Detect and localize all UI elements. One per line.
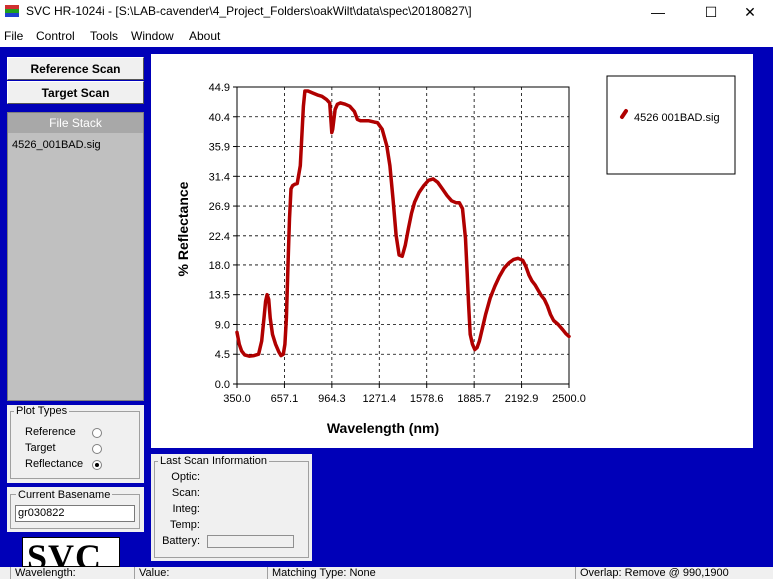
y-tick-label: 18.0 xyxy=(209,260,230,272)
minimize-button[interactable]: — xyxy=(635,0,681,24)
legend-entry: 4526 001BAD.sig xyxy=(634,112,720,124)
plot-type-target-label: Target xyxy=(25,442,56,454)
y-tick-label: 31.4 xyxy=(209,171,230,183)
y-tick-label: 40.4 xyxy=(209,112,230,124)
legend-box xyxy=(606,75,736,175)
plot-type-reflectance-label: Reflectance xyxy=(25,458,84,470)
maximize-button[interactable]: ☐ xyxy=(688,0,734,24)
status-value: Value: xyxy=(134,567,267,579)
y-axis-label: % Reflectance xyxy=(175,181,191,276)
chart-panel: 350.0 657.1 964.3 1271.4 1578.6 1885.7 2192.9 2… xyxy=(151,54,753,448)
basename-panel: Current Basename gr030822 xyxy=(7,487,144,532)
y-tick-label: 4.5 xyxy=(215,349,230,361)
plot-types-panel: Plot Types Reference Target Reflectance xyxy=(7,405,144,483)
battery-label: Battery: xyxy=(162,535,200,547)
x-tick-label: 964.3 xyxy=(318,393,346,405)
x-tick-label: 657.1 xyxy=(271,393,299,405)
y-tick-label: 26.9 xyxy=(209,201,230,213)
last-scan-label: Last Scan Information xyxy=(158,455,270,467)
x-tick-label: 1271.4 xyxy=(362,393,396,405)
plot-type-reflectance-radio[interactable] xyxy=(92,460,102,470)
minimize-icon: — xyxy=(651,4,665,20)
y-tick-label: 9.0 xyxy=(215,319,230,331)
file-stack-header: File Stack xyxy=(8,113,143,133)
scan-label: Scan: xyxy=(171,487,200,499)
target-scan-button[interactable]: Target Scan xyxy=(7,81,144,104)
svc-logo-text: SVC xyxy=(27,537,103,567)
basename-label: Current Basename xyxy=(16,489,113,501)
y-tick-label: 35.9 xyxy=(209,142,230,154)
y-tick-label: 0.0 xyxy=(215,379,230,391)
menu-window[interactable]: Window xyxy=(131,29,174,43)
x-tick-label: 2192.9 xyxy=(505,393,539,405)
svc-logo: SVC xyxy=(22,537,120,567)
status-overlap: Overlap: Remove @ 990,1900 xyxy=(575,567,773,579)
temp-label: Temp: xyxy=(170,519,200,531)
x-axis-label: Wavelength (nm) xyxy=(327,420,439,436)
status-bar xyxy=(0,567,773,579)
status-matching-type: Matching Type: None xyxy=(267,567,575,579)
status-wavelength: Wavelength: xyxy=(10,567,134,579)
reflectance-chart: 350.0 657.1 964.3 1271.4 1578.6 1885.7 2192.9 2… xyxy=(175,75,736,436)
plot-type-reference-radio[interactable] xyxy=(92,428,102,438)
legend-swatch xyxy=(620,109,628,119)
reference-scan-button[interactable]: Reference Scan xyxy=(7,57,144,80)
plot-type-target-radio[interactable] xyxy=(92,444,102,454)
x-tick-label: 350.0 xyxy=(223,393,251,405)
file-stack-item[interactable]: 4526_001BAD.sig xyxy=(12,139,101,151)
y-tick-label: 44.9 xyxy=(209,82,230,94)
menu-tools[interactable]: Tools xyxy=(90,29,119,43)
plot-types-label: Plot Types xyxy=(14,405,70,417)
battery-meter xyxy=(207,535,294,548)
plot-types-group xyxy=(10,411,140,479)
close-icon: ✕ xyxy=(744,3,756,20)
y-tick-label: 13.5 xyxy=(209,290,230,302)
window-title: SVC HR-1024i - [S:\LAB-cavender\4_Projec… xyxy=(26,4,472,18)
menu-control[interactable]: Control xyxy=(36,29,75,43)
y-tick-label: 22.4 xyxy=(209,231,230,243)
series-line xyxy=(235,89,571,358)
last-scan-panel: Last Scan Information Optic: Scan: Integ… xyxy=(151,454,312,561)
menu-file[interactable]: File xyxy=(4,29,24,43)
plot-type-reference-label: Reference xyxy=(25,426,76,438)
integ-label: Integ: xyxy=(172,503,200,515)
x-tick-label: 1885.7 xyxy=(457,393,491,405)
menu-bar xyxy=(0,26,773,46)
maximize-icon: ☐ xyxy=(704,3,718,20)
app-icon xyxy=(5,5,19,17)
basename-input[interactable]: gr030822 xyxy=(15,505,135,522)
x-tick-label: 1578.6 xyxy=(410,393,444,405)
menu-about[interactable]: About xyxy=(189,29,221,43)
close-button[interactable]: ✕ xyxy=(727,0,773,24)
title-bar: SVC HR-1024i - [S:\LAB-cavender\4_Projec… xyxy=(0,0,773,24)
optic-label: Optic: xyxy=(171,471,200,483)
file-stack: File Stack 4526_001BAD.sig xyxy=(7,112,144,401)
x-tick-label: 2500.0 xyxy=(552,393,586,405)
